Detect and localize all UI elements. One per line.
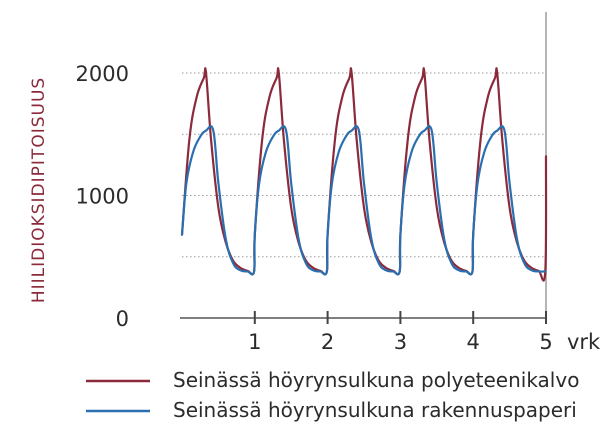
legend: Seinässä höyrynsulkuna polyeteenikalvo Se… (86, 368, 579, 422)
y-axis-label: HIILIDIOKSIDIPITOISUUS (29, 77, 49, 303)
x-ticks: vrk 1 2 3 4 5 (248, 311, 601, 354)
x-tick-label: 5 (539, 330, 552, 354)
series-lines (180, 67, 548, 282)
x-tick-label: 2 (321, 330, 334, 354)
x-unit-label: vrk (567, 330, 601, 354)
x-tick-label: 4 (467, 330, 480, 354)
legend-label: Seinässä höyrynsulkuna polyeteenikalvo (173, 368, 579, 392)
y-tick-label: 2000 (76, 62, 129, 86)
y-tick-label: 0 (116, 307, 129, 331)
series-line-2 (180, 125, 547, 276)
y-tick-label: 1000 (76, 185, 129, 209)
x-tick-label: 3 (394, 330, 407, 354)
y-ticks: 0 1000 2000 (76, 62, 129, 331)
legend-label: Seinässä höyrynsulkuna rakennuspaperi (173, 398, 577, 422)
x-tick-label: 1 (248, 330, 261, 354)
